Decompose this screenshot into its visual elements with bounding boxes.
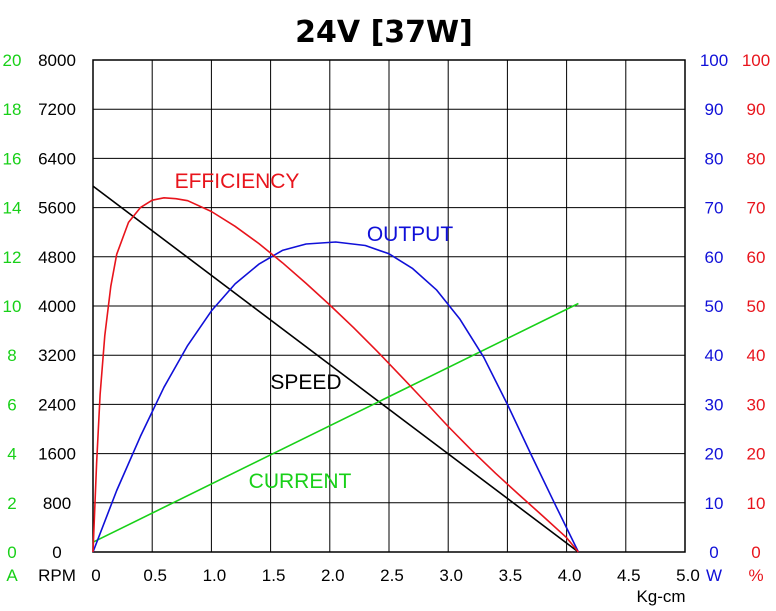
- efficiency-tick-label: 100: [742, 51, 770, 70]
- series-label-current: CURRENT: [249, 470, 352, 493]
- speed-tick-label: 7200: [38, 100, 76, 119]
- series-line-efficiency: [92, 197, 580, 553]
- efficiency-unit-label: %: [748, 566, 763, 585]
- output-unit-label: W: [706, 566, 722, 585]
- x-tick-label: 5.0: [676, 566, 700, 585]
- efficiency-tick-label: 0: [751, 543, 760, 562]
- x-tick-label: 4.5: [617, 566, 641, 585]
- speed-tick-label: 1600: [38, 445, 76, 464]
- axis-ticks: 02468101214161820A0800160024003200400048…: [3, 51, 771, 606]
- output-tick-label: 90: [705, 100, 724, 119]
- efficiency-tick-label: 40: [747, 346, 766, 365]
- output-tick-label: 40: [705, 346, 724, 365]
- output-tick-label: 30: [705, 395, 724, 414]
- efficiency-tick-label: 60: [747, 248, 766, 267]
- x-tick-label: 2.5: [380, 566, 404, 585]
- speed-tick-label: 4800: [38, 248, 76, 267]
- plot-grid: [92, 59, 686, 553]
- current-tick-label: 10: [3, 297, 22, 316]
- efficiency-tick-label: 50: [747, 297, 766, 316]
- chart-title: 24V [37W]: [295, 15, 473, 50]
- series-line-current: [92, 302, 579, 543]
- x-tick-label: 0: [91, 566, 100, 585]
- speed-tick-label: 2400: [38, 395, 76, 414]
- current-tick-label: 6: [7, 395, 16, 414]
- x-tick-label: 1.5: [262, 566, 286, 585]
- output-tick-label: 50: [705, 297, 724, 316]
- speed-tick-label: 8000: [38, 51, 76, 70]
- current-tick-label: 14: [3, 199, 22, 218]
- output-tick-label: 100: [700, 51, 728, 70]
- series-label-efficiency: EFFICIENCY: [175, 170, 300, 193]
- series-labels: SPEED CURRENT OUTPUT EFFICIENCY: [175, 170, 454, 493]
- current-tick-label: 4: [7, 445, 16, 464]
- output-tick-label: 20: [705, 445, 724, 464]
- output-tick-label: 0: [709, 543, 718, 562]
- efficiency-tick-label: 30: [747, 395, 766, 414]
- speed-tick-label: 0: [52, 543, 61, 562]
- x-tick-label: 2.0: [321, 566, 345, 585]
- efficiency-tick-label: 20: [747, 445, 766, 464]
- x-tick-label: 3.0: [439, 566, 463, 585]
- current-tick-label: 18: [3, 100, 22, 119]
- efficiency-tick-label: 70: [747, 199, 766, 218]
- x-axis-label: Kg-cm: [636, 587, 685, 606]
- efficiency-tick-label: 90: [747, 100, 766, 119]
- current-tick-label: 20: [3, 51, 22, 70]
- current-tick-label: 0: [7, 543, 16, 562]
- efficiency-tick-label: 10: [747, 494, 766, 513]
- x-tick-label: 0.5: [143, 566, 167, 585]
- series-line-speed: [92, 185, 579, 553]
- x-tick-label: 1.0: [203, 566, 227, 585]
- efficiency-tick-label: 80: [747, 149, 766, 168]
- speed-tick-label: 800: [43, 494, 71, 513]
- plot-frame: [92, 59, 686, 553]
- output-tick-label: 60: [705, 248, 724, 267]
- current-tick-label: 2: [7, 494, 16, 513]
- output-tick-label: 80: [705, 149, 724, 168]
- current-unit-label: A: [6, 566, 18, 585]
- current-tick-label: 8: [7, 346, 16, 365]
- speed-tick-label: 4000: [38, 297, 76, 316]
- output-tick-label: 10: [705, 494, 724, 513]
- series-line-output: [92, 241, 580, 553]
- output-tick-label: 70: [705, 199, 724, 218]
- series-label-speed: SPEED: [270, 371, 341, 394]
- speed-tick-label: 5600: [38, 199, 76, 218]
- speed-tick-label: 6400: [38, 149, 76, 168]
- speed-tick-label: 3200: [38, 346, 76, 365]
- speed-unit-label: RPM: [38, 566, 76, 585]
- current-tick-label: 16: [3, 149, 22, 168]
- x-tick-label: 3.5: [499, 566, 523, 585]
- current-tick-label: 12: [3, 248, 22, 267]
- series-curves: [92, 185, 580, 553]
- x-tick-label: 4.0: [558, 566, 582, 585]
- series-label-output: OUTPUT: [367, 223, 454, 246]
